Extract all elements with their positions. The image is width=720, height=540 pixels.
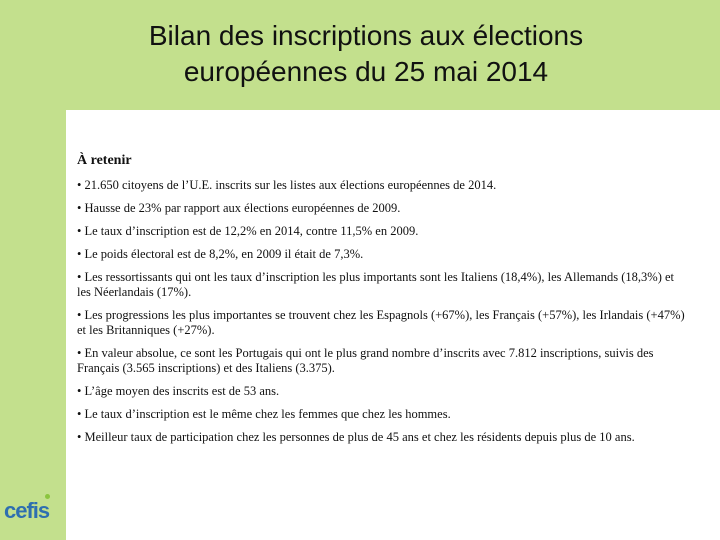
list-item: • L’âge moyen des inscrits est de 53 ans… [77, 384, 280, 398]
title-line-2: européennes du 25 mai 2014 [183, 56, 549, 87]
header-band [0, 0, 720, 34]
side-bar [0, 0, 66, 540]
list-item: • Meilleur taux de participation chez le… [77, 430, 635, 444]
list-item: • Le poids électoral est de 8,2%, en 200… [77, 247, 364, 261]
slide-content: À retenir • 21.650 citoyens de l’U.E. in… [77, 153, 687, 453]
list-item: • Hausse de 23% par rapport aux élection… [77, 201, 401, 215]
logo-dot-icon [45, 494, 50, 499]
list-item: • Les progressions les plus importantes … [77, 308, 685, 337]
list-item: • Le taux d’inscription est le même chez… [77, 407, 451, 421]
list-item: • 21.650 citoyens de l’U.E. inscrits sur… [77, 178, 497, 192]
list-item: • Le taux d’inscription est de 12,2% en … [77, 224, 419, 238]
list-item: • Les ressortissants qui ont les taux d’… [77, 270, 674, 299]
logo-text: cefis [4, 498, 50, 523]
title-background [66, 34, 720, 110]
section-heading: À retenir [77, 153, 132, 168]
cefis-logo: cefis [4, 494, 64, 534]
slide-title: Bilan des inscriptions aux élections eur… [66, 18, 666, 90]
title-line-1: Bilan des inscriptions aux élections [148, 20, 584, 51]
list-item: • En valeur absolue, ce sont les Portuga… [77, 346, 654, 375]
